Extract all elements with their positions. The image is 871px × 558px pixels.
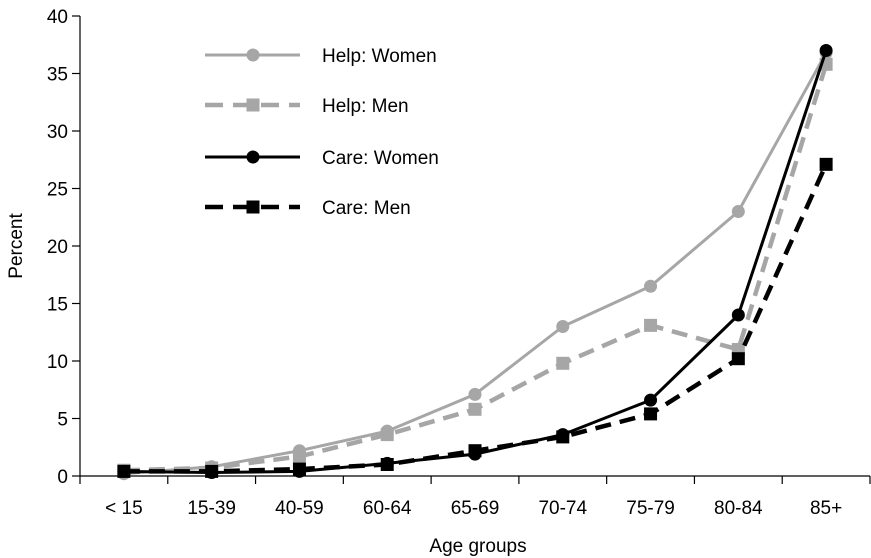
data-point [380,428,394,442]
y-ticks: 0 5 10 15 20 25 30 35 40 [47,7,80,488]
y-tick-label: 0 [57,467,68,488]
data-point [292,462,306,476]
data-point [468,387,482,401]
legend-label: Help: Men [322,96,409,117]
x-tick-label: 40-59 [275,498,324,519]
y-tick-label: 35 [47,65,68,86]
legend-marker [246,150,260,164]
legend-label: Help: Women [322,46,437,67]
series-line [123,163,829,474]
legend-marker [246,98,260,112]
data-point [819,157,833,171]
y-tick-label: 25 [47,180,68,201]
legend-marker [246,200,260,214]
legend: Help: Women Help: Men Care: Women Care: Men [205,46,439,219]
y-tick-label: 30 [47,122,68,143]
data-point [819,44,833,57]
legend-marker [246,48,260,62]
y-tick-label: 40 [47,7,68,28]
series-care-men [117,157,833,478]
legend-label: Care: Men [322,198,411,219]
y-tick-label: 20 [47,237,68,258]
y-tick-label: 5 [57,410,68,431]
legend-item: Care: Men [205,198,411,219]
legend-item: Help: Women [205,46,437,67]
series-help-men [117,57,833,477]
data-point [556,320,570,333]
data-point [731,308,745,322]
series-layer [117,44,833,481]
x-axis-title: Age groups [429,536,526,557]
y-axis-title: Percent [6,213,27,279]
legend-item: Help: Men [205,96,409,117]
data-point [644,393,658,407]
legend-label: Care: Women [322,148,439,169]
data-point [205,464,219,478]
x-tick-label: 15-39 [187,498,236,519]
data-point [644,279,658,293]
data-point [380,458,394,471]
axes: 0 5 10 15 20 25 30 35 40 < 15 15-39 40-59 60-64 65-6… [47,7,871,519]
x-tick-label: 75-79 [626,498,675,519]
data-point [644,318,658,332]
data-point [292,449,306,463]
y-tick-label: 10 [47,352,68,373]
x-tick-label: 60-64 [363,498,412,519]
data-point [556,356,570,370]
x-tick-label: 70-74 [538,498,587,519]
data-point [644,407,658,421]
data-point [117,464,131,478]
x-tick-label: 85+ [810,498,842,519]
x-tick-label: 80-84 [714,498,763,519]
data-point [468,402,482,416]
x-ticks: < 15 15-39 40-59 60-64 65-69 70-74 75-79 80-84 8… [79,476,871,519]
x-tick-label: 65-69 [451,498,500,519]
data-point [556,430,570,444]
data-point [731,352,745,366]
data-point [468,444,482,458]
data-point [731,205,745,218]
x-tick-label: < 15 [105,498,143,519]
legend-item: Care: Women [205,148,439,169]
y-tick-label: 15 [47,295,68,316]
